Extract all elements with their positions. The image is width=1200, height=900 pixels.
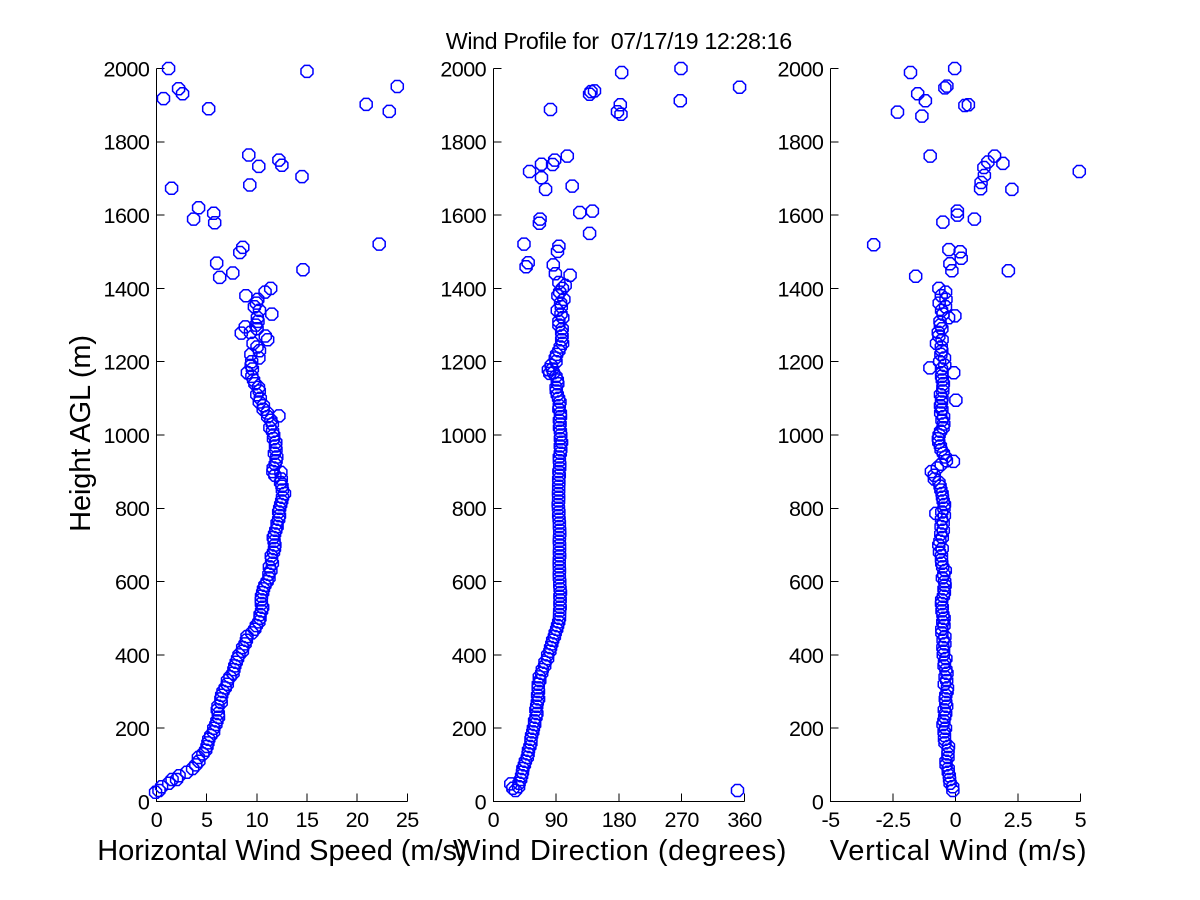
svg-text:1600: 1600 — [104, 203, 150, 228]
svg-text:0: 0 — [812, 789, 824, 814]
svg-text:20: 20 — [346, 807, 369, 832]
svg-text:0: 0 — [950, 807, 962, 832]
svg-text:1000: 1000 — [440, 423, 486, 448]
svg-text:15: 15 — [296, 807, 319, 832]
svg-text:1400: 1400 — [440, 276, 486, 301]
svg-text:Horizontal Wind Speed (m/s): Horizontal Wind Speed (m/s) — [97, 835, 466, 867]
svg-text:600: 600 — [115, 570, 150, 595]
svg-text:1200: 1200 — [778, 350, 824, 375]
svg-text:0: 0 — [138, 789, 150, 814]
svg-text:Wind Profile for 07/17/19 12:: Wind Profile for 07/17/19 12:28:16 — [446, 28, 792, 54]
svg-text:5: 5 — [201, 807, 213, 832]
svg-text:90: 90 — [545, 807, 568, 832]
svg-text:1400: 1400 — [104, 276, 150, 301]
svg-text:1800: 1800 — [778, 130, 824, 155]
svg-text:800: 800 — [452, 496, 487, 521]
svg-text:1000: 1000 — [778, 423, 824, 448]
svg-text:-5: -5 — [821, 807, 840, 832]
svg-text:2000: 2000 — [104, 56, 150, 81]
svg-text:270: 270 — [665, 807, 700, 832]
svg-text:200: 200 — [115, 716, 150, 741]
svg-text:1400: 1400 — [778, 276, 824, 301]
svg-text:-2.5: -2.5 — [876, 807, 911, 832]
svg-text:1600: 1600 — [440, 203, 486, 228]
svg-text:Wind Direction (degrees): Wind Direction (degrees) — [453, 835, 787, 867]
svg-text:1200: 1200 — [440, 350, 486, 375]
svg-text:1000: 1000 — [104, 423, 150, 448]
svg-text:600: 600 — [789, 570, 824, 595]
svg-text:400: 400 — [452, 643, 487, 668]
svg-text:1200: 1200 — [104, 350, 150, 375]
svg-text:2000: 2000 — [440, 56, 486, 81]
svg-text:0: 0 — [488, 807, 500, 832]
svg-text:200: 200 — [452, 716, 487, 741]
svg-text:180: 180 — [602, 807, 637, 832]
svg-text:600: 600 — [452, 570, 487, 595]
svg-text:2.5: 2.5 — [1004, 807, 1033, 832]
svg-text:200: 200 — [789, 716, 824, 741]
svg-text:Height AGL (m): Height AGL (m) — [65, 335, 97, 532]
svg-text:2000: 2000 — [778, 56, 824, 81]
svg-text:800: 800 — [789, 496, 824, 521]
svg-text:Vertical Wind (m/s): Vertical Wind (m/s) — [830, 835, 1088, 867]
svg-text:360: 360 — [727, 807, 762, 832]
svg-text:25: 25 — [396, 807, 419, 832]
svg-text:800: 800 — [115, 496, 150, 521]
svg-text:1600: 1600 — [778, 203, 824, 228]
svg-text:1800: 1800 — [104, 130, 150, 155]
svg-text:400: 400 — [115, 643, 150, 668]
svg-text:0: 0 — [151, 807, 163, 832]
svg-text:400: 400 — [789, 643, 824, 668]
svg-text:5: 5 — [1075, 807, 1087, 832]
svg-text:1800: 1800 — [440, 130, 486, 155]
svg-text:0: 0 — [475, 789, 487, 814]
svg-text:10: 10 — [245, 807, 268, 832]
